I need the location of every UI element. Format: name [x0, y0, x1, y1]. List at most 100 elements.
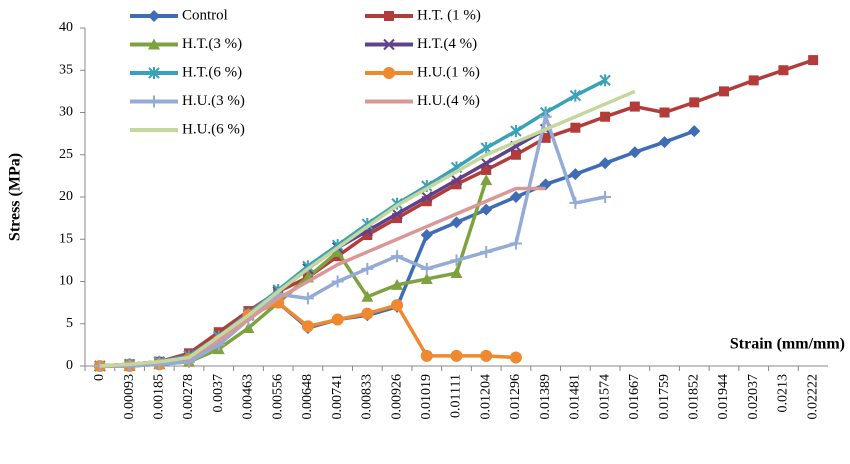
x-tick-label: 0.01204 — [478, 374, 493, 420]
marker — [481, 164, 492, 175]
x-tick-label: 0.01574 — [597, 374, 612, 420]
marker — [509, 351, 522, 364]
marker — [480, 157, 492, 169]
marker — [361, 307, 374, 320]
legend-label: H.U.(3 %) — [182, 93, 245, 109]
legend-label: H.U.(6 %) — [182, 121, 245, 137]
marker — [628, 146, 641, 159]
marker — [480, 245, 493, 258]
y-tick-label: 25 — [59, 147, 73, 162]
marker — [301, 320, 314, 333]
x-tick-label: 0.02037 — [746, 374, 761, 420]
marker — [539, 110, 552, 123]
y-tick-label: 15 — [59, 231, 73, 246]
marker — [778, 65, 789, 76]
x-tick-label: 0.00648 — [300, 374, 315, 420]
legend-label: H.U.(4 %) — [417, 93, 480, 109]
legend-marker — [384, 11, 394, 21]
marker — [569, 196, 582, 209]
marker — [510, 149, 521, 160]
series-line — [99, 89, 636, 368]
marker — [658, 136, 671, 149]
marker — [480, 349, 493, 362]
y-tick-label: 0 — [66, 358, 73, 373]
marker — [450, 254, 463, 267]
y-tick-label: 20 — [59, 189, 73, 204]
series — [94, 74, 611, 372]
series — [93, 110, 612, 372]
x-tick-label: 0.00185 — [152, 374, 167, 420]
marker — [718, 86, 729, 97]
y-tick-label: 10 — [59, 274, 73, 289]
marker — [808, 55, 819, 66]
marker — [331, 245, 344, 257]
legend-marker — [148, 95, 160, 108]
marker — [599, 157, 612, 170]
x-tick-label: 0.00556 — [270, 374, 285, 420]
marker — [659, 107, 670, 118]
legend-label: Control — [182, 7, 228, 23]
marker — [421, 196, 432, 207]
marker — [480, 141, 492, 154]
marker — [509, 237, 522, 250]
marker — [392, 213, 403, 224]
series-line — [99, 127, 547, 368]
x-axis-label: Strain (mm/mm) — [730, 336, 845, 353]
legend-label: H.T.(3 %) — [182, 36, 242, 52]
series — [93, 125, 701, 372]
marker — [301, 292, 314, 305]
series — [99, 89, 636, 368]
x-tick-label: 0.01481 — [568, 374, 583, 420]
marker — [391, 208, 403, 220]
marker — [421, 191, 433, 203]
legend-marker — [148, 67, 160, 79]
marker — [420, 229, 433, 242]
x-tick-label: 0.01019 — [419, 374, 434, 420]
x-tick-label: 0.02222 — [805, 374, 820, 420]
marker — [361, 290, 374, 302]
marker — [361, 262, 374, 275]
x-tick-label: 0.01759 — [657, 374, 672, 420]
y-tick-label: 5 — [66, 316, 73, 331]
x-tick-label: 0.0037 — [211, 374, 226, 413]
marker — [391, 278, 404, 290]
marker — [420, 349, 433, 362]
marker — [362, 230, 373, 241]
marker — [420, 262, 433, 275]
marker — [689, 97, 700, 108]
legend-label: H.T. (1 %) — [417, 7, 481, 23]
x-tick-label: 0.00093 — [122, 374, 137, 420]
marker — [480, 203, 493, 216]
marker — [450, 216, 463, 229]
series — [94, 123, 552, 372]
legend-label: H.T.(6 %) — [182, 64, 242, 80]
legend-label: H.T.(4 %) — [417, 36, 477, 52]
marker — [570, 122, 581, 133]
marker — [509, 191, 522, 203]
legend-marker — [148, 38, 160, 50]
marker — [569, 168, 582, 181]
x-tick-label: 0.00463 — [241, 374, 256, 420]
y-tick-label: 30 — [59, 105, 73, 120]
marker — [599, 191, 612, 203]
marker — [450, 267, 463, 279]
marker — [451, 179, 462, 190]
marker — [510, 125, 522, 138]
marker — [600, 111, 611, 122]
legend-marker — [148, 10, 160, 22]
marker — [540, 132, 551, 143]
y-tick-label: 35 — [59, 62, 73, 77]
marker — [450, 349, 463, 362]
x-tick-label: 0.01296 — [508, 374, 523, 420]
marker — [569, 89, 582, 102]
x-tick-label: 0.00741 — [330, 374, 345, 420]
y-axis-label: Stress (MPa) — [7, 153, 24, 241]
series-line — [99, 179, 488, 368]
marker — [629, 101, 640, 112]
marker — [391, 299, 404, 312]
marker — [450, 174, 463, 186]
x-tick-label: 0.00278 — [181, 374, 196, 420]
x-tick-label: 0 — [92, 374, 107, 381]
marker — [688, 125, 701, 138]
